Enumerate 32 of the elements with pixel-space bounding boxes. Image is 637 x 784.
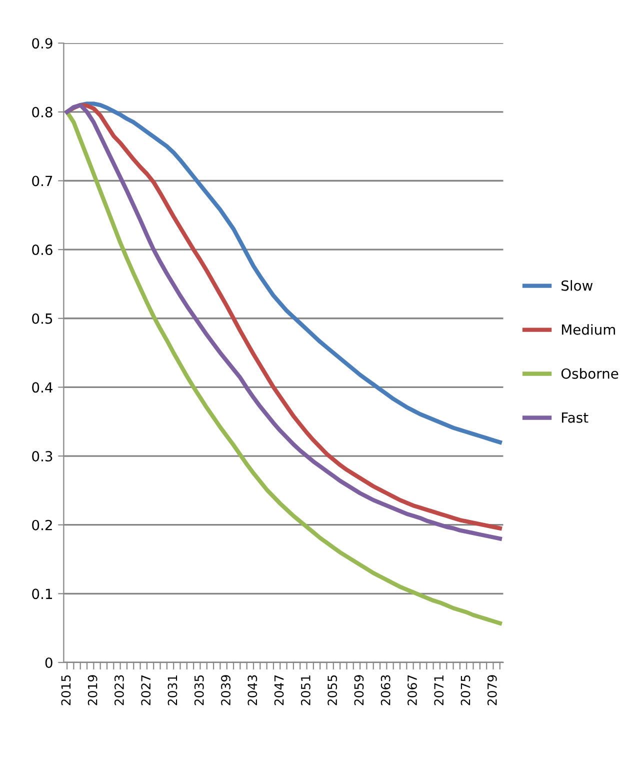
y-tick-label: 0.3 bbox=[32, 450, 52, 462]
x-tick-label: 2063 bbox=[380, 675, 390, 706]
x-tick-label: 2055 bbox=[328, 675, 338, 706]
x-tick-label: 2015 bbox=[61, 675, 71, 706]
x-tick-label: 2051 bbox=[300, 675, 310, 706]
legend-label: Fast bbox=[562, 412, 588, 423]
x-tick-label: 2059 bbox=[354, 675, 364, 706]
x-tick-label: 2075 bbox=[460, 675, 470, 706]
x-tick-label: 2035 bbox=[194, 675, 204, 706]
x-tick-label: 2019 bbox=[88, 675, 98, 706]
y-tick-label: 0.4 bbox=[32, 382, 53, 393]
legend-label: Osborne bbox=[561, 368, 618, 379]
x-tick-label: 2079 bbox=[487, 675, 497, 706]
y-tick-label: 0.1 bbox=[32, 588, 52, 600]
line-series bbox=[64, 110, 502, 626]
y-tick-label: 0.9 bbox=[32, 38, 52, 49]
x-tick-label: 2047 bbox=[274, 675, 284, 706]
y-tick-label: 0.8 bbox=[32, 106, 52, 118]
x-tick-label: 2043 bbox=[248, 675, 258, 706]
y-tick-label: 0.7 bbox=[32, 176, 52, 186]
x-tick-label: 2027 bbox=[141, 675, 151, 706]
y-tick-label: 0.2 bbox=[32, 520, 52, 530]
y-tick-label: 0.6 bbox=[32, 244, 52, 256]
y-tick-label: 0 bbox=[45, 657, 52, 668]
x-tick-label: 2071 bbox=[434, 675, 444, 706]
legend-label: Medium bbox=[562, 324, 615, 335]
x-tick-label: 2031 bbox=[168, 675, 178, 706]
x-tick-label: 2039 bbox=[221, 675, 230, 706]
x-tick-label: 2067 bbox=[408, 675, 417, 706]
x-tick-label: 2023 bbox=[114, 675, 124, 706]
legend-label: Slow bbox=[562, 280, 593, 291]
y-tick-label: 0.5 bbox=[32, 313, 52, 324]
